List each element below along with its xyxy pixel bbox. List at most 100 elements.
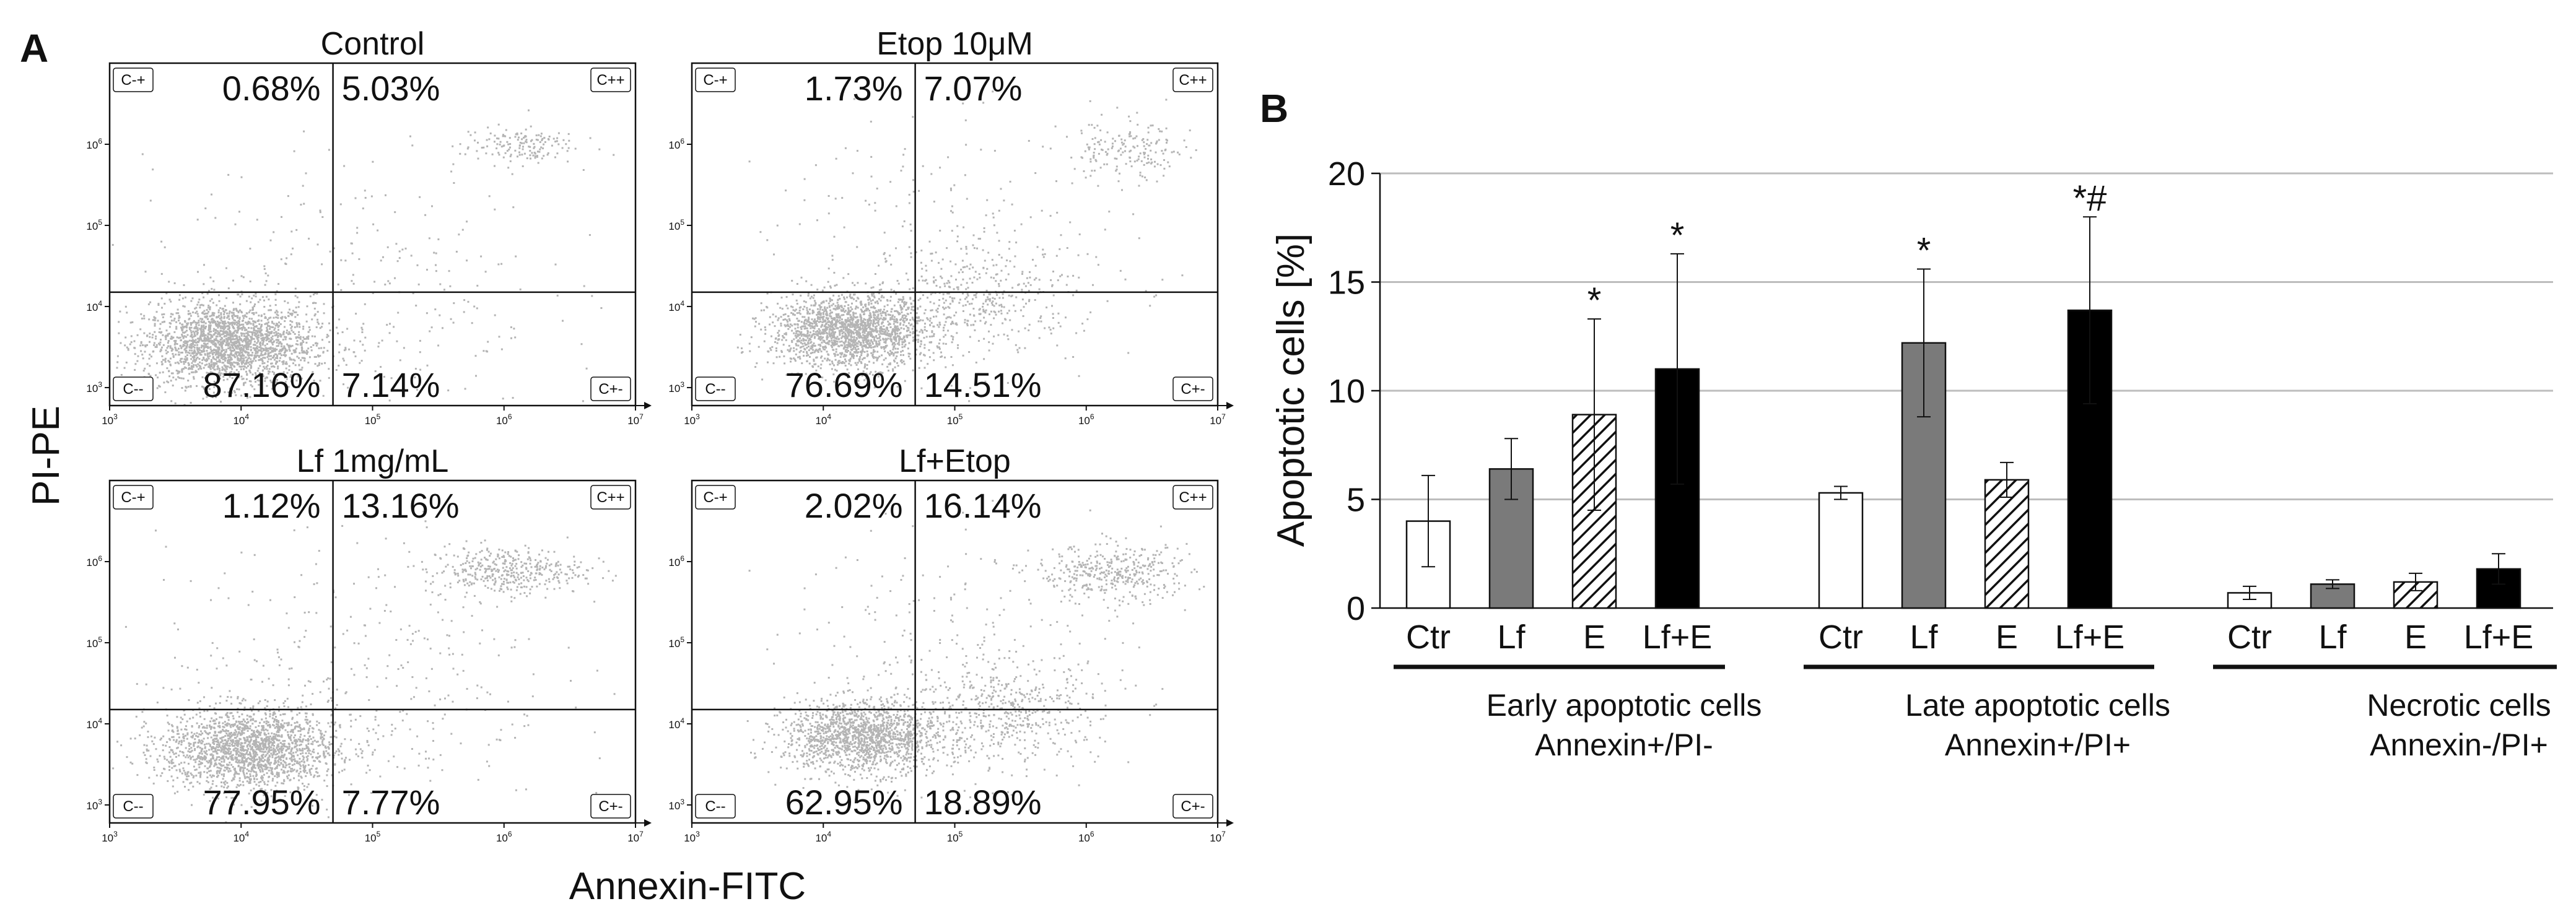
panel-a-y-axis-label: PI-PE bbox=[25, 406, 68, 506]
category-label: Lf+E bbox=[1643, 619, 1713, 656]
x-axis-arrowhead bbox=[1226, 819, 1234, 827]
plot-title: Etop 10μM bbox=[876, 26, 1033, 62]
y-tick-label: 20 bbox=[1328, 155, 1365, 193]
group-sublabel: Annexin+/PI- bbox=[1535, 728, 1713, 762]
x-tick-label: 104 bbox=[815, 412, 831, 427]
quadrant-tag: C-+ bbox=[703, 72, 727, 89]
flow-cytometry-plots: Control 103 104 105 106 107 103 104 105 106 C-+ C++… bbox=[86, 26, 1234, 844]
x-tick-label: 105 bbox=[947, 830, 963, 844]
quadrant-percent-lower-left: 62.95% bbox=[785, 783, 903, 822]
y-tick-label: 0 bbox=[1347, 590, 1365, 627]
significance-mark: * bbox=[1587, 281, 1602, 321]
significance-mark: *# bbox=[2073, 178, 2107, 219]
y-tick-label: 10 bbox=[1328, 373, 1365, 410]
flow-plot: Control 103 104 105 106 107 103 104 105 106 C-+ C++… bbox=[86, 26, 652, 427]
y-tick-label: 105 bbox=[668, 218, 684, 232]
quadrant-tag-box bbox=[113, 794, 154, 819]
quadrant-tag-box bbox=[1172, 376, 1213, 401]
quadrant-tag-box bbox=[590, 67, 631, 92]
x-tick-label: 104 bbox=[233, 830, 249, 844]
x-tick-label: 105 bbox=[365, 830, 381, 844]
event-dots bbox=[112, 505, 617, 824]
plot-frame bbox=[108, 62, 637, 407]
quadrant-percent-upper-left: 0.68% bbox=[222, 69, 321, 108]
y-tick-label: 106 bbox=[668, 554, 684, 568]
category-label: Lf bbox=[2318, 619, 2347, 656]
quadrant-tag-box bbox=[113, 376, 154, 401]
x-tick-label: 107 bbox=[627, 830, 644, 844]
x-axis-arrowhead bbox=[1226, 402, 1234, 409]
group-sublabel: Annexin+/PI+ bbox=[1945, 728, 2131, 762]
quadrant-tag: C-- bbox=[123, 381, 143, 398]
bar bbox=[1818, 492, 1864, 609]
quadrant-percent-lower-left: 76.69% bbox=[785, 365, 903, 404]
bar-group: Ctr Lf * E * Lf+E Early apoptotic cells Annexin… bbox=[1394, 215, 1762, 762]
quadrant-tag-box bbox=[695, 67, 736, 92]
panel-a-label: A bbox=[20, 26, 48, 71]
y-tick-label: 105 bbox=[86, 635, 102, 650]
y-tick-label: 103 bbox=[668, 798, 684, 812]
x-tick-label: 105 bbox=[947, 412, 963, 427]
category-label: Lf+E bbox=[2055, 619, 2125, 656]
y-tick-label: 15 bbox=[1328, 264, 1365, 302]
event-dots bbox=[736, 90, 1197, 402]
category-label: E bbox=[1583, 619, 1605, 656]
category-label: E bbox=[2404, 619, 2427, 656]
quadrant-percent-lower-right: 7.77% bbox=[342, 783, 440, 822]
y-tick-label: 105 bbox=[86, 218, 102, 232]
quadrant-tag-box bbox=[695, 485, 736, 510]
quadrant-tag: C-+ bbox=[121, 489, 145, 506]
bar bbox=[1654, 368, 1700, 609]
x-tick-label: 103 bbox=[102, 830, 118, 844]
quadrant-tag-box bbox=[590, 485, 631, 510]
y-tick-label: 5 bbox=[1347, 482, 1365, 519]
quadrant-tag-box bbox=[113, 485, 154, 510]
quadrant-tag: C+- bbox=[598, 381, 622, 398]
event-dots bbox=[111, 109, 615, 406]
flow-plot: Lf 1mg/mL 103 104 105 106 107 103 104 105 106 C-+ C… bbox=[86, 443, 652, 844]
x-tick-label: 103 bbox=[684, 830, 700, 844]
quadrant-percent-lower-left: 77.95% bbox=[203, 783, 321, 822]
category-label: Lf bbox=[1497, 619, 1526, 656]
x-tick-label: 105 bbox=[365, 412, 381, 427]
quadrant-percent-upper-right: 7.07% bbox=[924, 69, 1023, 108]
quadrant-tag-box bbox=[1172, 485, 1213, 510]
quadrant-tag-box bbox=[1172, 794, 1213, 819]
y-tick-label: 103 bbox=[86, 380, 102, 394]
category-label: Ctr bbox=[1406, 619, 1451, 656]
quadrant-tag: C++ bbox=[596, 72, 624, 89]
plot-title: Control bbox=[321, 26, 425, 62]
category-label: Lf+E bbox=[2464, 619, 2534, 656]
y-tick-label: 105 bbox=[668, 635, 684, 650]
group-label: Late apoptotic cells bbox=[1905, 688, 2170, 723]
quadrant-tag-box bbox=[1172, 67, 1213, 92]
y-tick-label: 106 bbox=[86, 554, 102, 568]
bar-group: Ctr Lf E Lf+E Necrotic cells Annexin-/PI+ bbox=[2213, 553, 2557, 762]
x-tick-label: 104 bbox=[233, 412, 249, 427]
x-axis-arrowhead bbox=[644, 819, 652, 827]
quadrant-tag: C-+ bbox=[121, 72, 145, 89]
x-tick-label: 107 bbox=[1210, 412, 1226, 427]
y-tick-label: 104 bbox=[668, 299, 684, 313]
quadrant-percent-upper-left: 2.02% bbox=[805, 486, 903, 525]
x-tick-label: 106 bbox=[1078, 830, 1094, 844]
quadrant-percent-upper-right: 16.14% bbox=[924, 486, 1042, 525]
event-dots bbox=[746, 500, 1205, 812]
x-tick-label: 106 bbox=[1078, 412, 1094, 427]
significance-mark: * bbox=[1917, 230, 1931, 271]
panel-b-label: B bbox=[1260, 86, 1288, 131]
x-axis-arrowhead bbox=[644, 402, 652, 409]
x-tick-label: 103 bbox=[684, 412, 700, 427]
bar bbox=[1984, 479, 2030, 609]
quadrant-percent-upper-right: 5.03% bbox=[342, 69, 440, 108]
quadrant-tag: C++ bbox=[596, 489, 624, 506]
quadrant-percent-lower-left: 87.16% bbox=[203, 365, 321, 404]
y-tick-label: 103 bbox=[86, 798, 102, 812]
x-tick-label: 107 bbox=[1210, 830, 1226, 844]
significance-mark: * bbox=[1670, 215, 1685, 256]
quadrant-tag-box bbox=[695, 376, 736, 401]
y-tick-label: 106 bbox=[86, 137, 102, 151]
quadrant-tag: C-- bbox=[123, 798, 143, 815]
bar-chart: 0 5 10 15 20 Ctr Lf * E * Lf+E Early apoptotic cell… bbox=[1328, 155, 2557, 762]
